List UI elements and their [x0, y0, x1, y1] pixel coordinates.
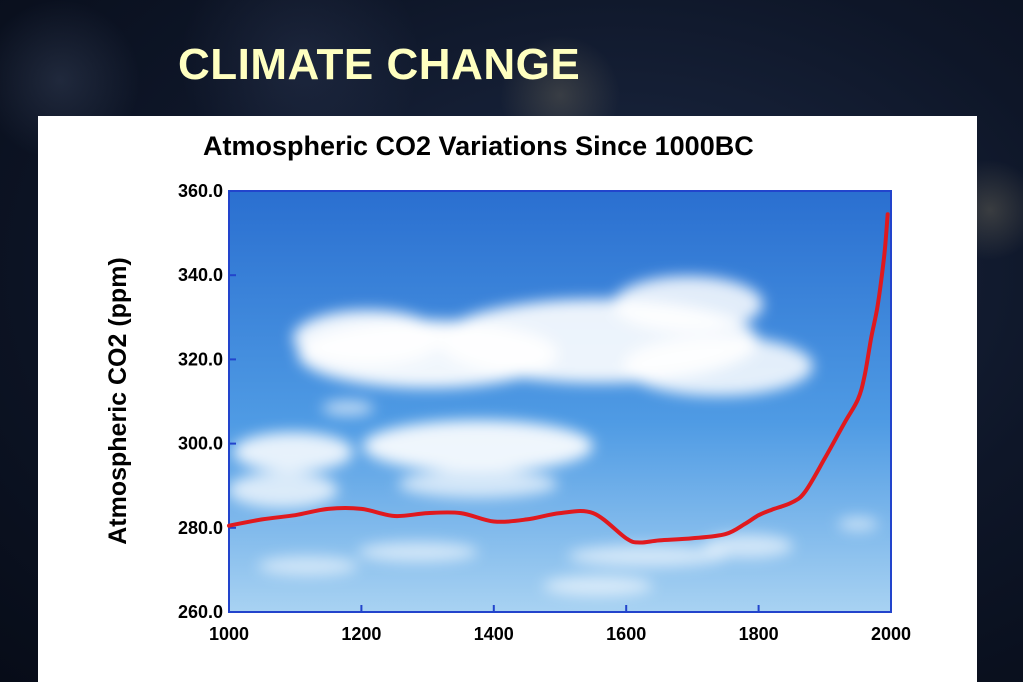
x-tick-label: 1800	[739, 624, 779, 644]
y-tick-label: 360.0	[178, 181, 223, 201]
co2-chart: Atmospheric CO2 Variations Since 1000BC …	[104, 131, 911, 644]
x-axis-ticks: 1000 1200 1400 1600 1800 2000	[209, 605, 911, 644]
x-tick-label: 1000	[209, 624, 249, 644]
y-tick-label: 320.0	[178, 349, 223, 369]
chart-panel: Atmospheric CO2 Variations Since 1000BC …	[38, 116, 977, 682]
x-tick-label: 2000	[871, 624, 911, 644]
x-tick-label: 1600	[606, 624, 646, 644]
co2-series-line	[227, 212, 890, 545]
y-tick-label: 280.0	[178, 518, 223, 538]
clouds-decoration	[229, 276, 878, 596]
chart-title: Atmospheric CO2 Variations Since 1000BC	[203, 131, 754, 161]
slide-title: CLIMATE CHANGE	[178, 40, 581, 89]
y-axis-ticks: 260.0 280.0 300.0 320.0 340.0 360.0	[178, 181, 236, 622]
y-tick-label: 260.0	[178, 602, 223, 622]
series-layer	[227, 212, 890, 545]
x-tick-label: 1200	[341, 624, 381, 644]
y-axis-label: Atmospheric CO2 (ppm)	[104, 257, 132, 545]
x-tick-label: 1400	[474, 624, 514, 644]
y-tick-label: 340.0	[178, 265, 223, 285]
plot-border	[228, 190, 892, 613]
y-tick-label: 300.0	[178, 434, 223, 454]
